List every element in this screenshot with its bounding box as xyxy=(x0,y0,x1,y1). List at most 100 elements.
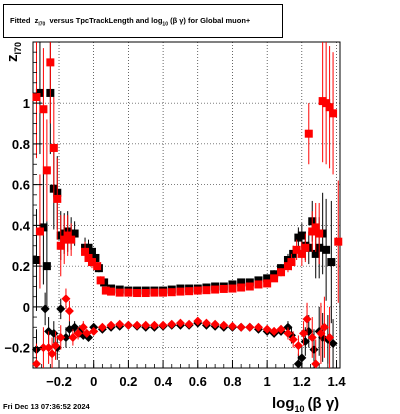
data-point-square xyxy=(133,289,142,298)
chart-title: Fitted zI70 versus TpcTrackLength and lo… xyxy=(10,16,250,28)
data-point-diamond xyxy=(51,341,61,351)
x-tick-label: 0 xyxy=(90,374,97,389)
title-log-subscript: 10 xyxy=(162,21,168,28)
data-point-diamond xyxy=(316,328,326,338)
data-point-square xyxy=(325,103,334,112)
data-point-diamond xyxy=(70,322,80,332)
data-point-square xyxy=(315,229,324,238)
data-point-diamond xyxy=(184,319,194,329)
y-tick-label: 0.2 xyxy=(12,259,30,274)
data-point-square xyxy=(39,105,48,114)
data-point-square xyxy=(237,283,246,292)
y-tick-label: 0 xyxy=(23,300,30,315)
data-point-diamond xyxy=(201,318,211,328)
data-point-square xyxy=(81,247,90,256)
data-point-diamond xyxy=(61,332,71,342)
data-point-diamond xyxy=(56,332,66,342)
data-point-square xyxy=(124,288,133,297)
data-point-square xyxy=(297,231,306,240)
data-point-diamond xyxy=(219,320,229,330)
data-point-square xyxy=(107,287,116,296)
data-point-diamond xyxy=(262,324,272,334)
data-point-square xyxy=(32,93,41,102)
data-point-square xyxy=(84,253,93,262)
data-point-diamond xyxy=(293,341,303,351)
data-point-square xyxy=(35,227,44,236)
data-point-diamond xyxy=(115,319,125,329)
data-point-square xyxy=(311,223,320,232)
title-beta-gamma: (β γ) xyxy=(170,16,186,25)
x-tick-label: 0.8 xyxy=(223,374,241,389)
data-point-square xyxy=(228,280,237,289)
data-point-diamond xyxy=(297,353,307,363)
axes: −0.2 0 0.2 0.4 0.6 0.8 1 1.2 1.4 −0.2 0 0.2 0.4 0.6 0.… xyxy=(4,51,346,389)
data-point-square xyxy=(167,288,176,297)
data-point-diamond xyxy=(47,349,57,359)
data-point-diamond xyxy=(302,314,312,324)
x-tick-label: 0.4 xyxy=(154,374,173,389)
x-tick-label: 0.6 xyxy=(189,374,207,389)
data-point-square xyxy=(297,249,306,258)
data-point-diamond xyxy=(319,322,329,332)
data-point-diamond xyxy=(78,322,88,332)
data-point-diamond xyxy=(288,334,298,344)
data-point-square xyxy=(150,288,159,297)
data-point-square xyxy=(327,258,336,267)
y-tick-label: 1 xyxy=(23,96,30,111)
data-point-square xyxy=(270,274,279,283)
data-point-square xyxy=(245,282,254,291)
data-point-square xyxy=(283,262,292,271)
data-point-square xyxy=(67,235,76,244)
data-point-square xyxy=(87,258,96,267)
data-point-diamond xyxy=(106,320,116,330)
data-point-diamond xyxy=(49,328,59,338)
data-point-diamond xyxy=(73,328,83,338)
x-tick-label: 1.2 xyxy=(293,374,311,389)
y-tick-label: −0.2 xyxy=(4,341,30,356)
data-point-square xyxy=(270,270,279,279)
data-point-square xyxy=(202,286,211,295)
data-point-diamond xyxy=(276,324,286,334)
data-point-square xyxy=(53,194,62,203)
data-point-diamond xyxy=(40,304,50,314)
data-point-square xyxy=(254,280,263,289)
data-point-square xyxy=(289,249,298,258)
data-point-square xyxy=(39,223,48,232)
data-point-diamond xyxy=(283,328,293,338)
data-point-diamond xyxy=(236,322,246,332)
data-point-square xyxy=(219,284,228,293)
data-point-diamond xyxy=(82,328,92,338)
data-point-square xyxy=(287,258,296,267)
data-point-diamond xyxy=(210,319,220,329)
data-point-square xyxy=(159,288,168,297)
data-point-square xyxy=(91,253,100,262)
data-point-square xyxy=(60,235,69,244)
data-point-square xyxy=(87,247,96,256)
data-point-diamond xyxy=(299,328,309,338)
data-point-diamond xyxy=(38,343,48,353)
data-point-square xyxy=(185,287,194,296)
data-marks xyxy=(31,42,343,369)
data-point-diamond xyxy=(123,320,133,330)
data-point-diamond xyxy=(253,322,263,332)
data-point-square xyxy=(115,288,124,297)
data-point-square xyxy=(63,231,72,240)
data-point-square xyxy=(42,166,51,175)
data-point-square xyxy=(263,279,272,288)
title-rest: for Global muon+ xyxy=(188,16,251,25)
data-point-square xyxy=(277,268,286,277)
data-point-square xyxy=(311,249,320,258)
data-point-diamond xyxy=(141,320,151,330)
title-word-fitted: Fitted xyxy=(10,16,31,25)
grid xyxy=(33,42,340,368)
data-point-diamond xyxy=(31,359,41,369)
chart-title-box: Fitted zI70 versus TpcTrackLength and lo… xyxy=(3,4,283,38)
y-axis-title: zI70 xyxy=(4,42,23,62)
data-point-square xyxy=(228,284,237,293)
data-point-diamond xyxy=(293,359,303,369)
data-point-square xyxy=(35,88,44,97)
data-point-diamond xyxy=(227,321,237,331)
data-point-square xyxy=(49,143,58,152)
data-point-square xyxy=(56,241,65,250)
